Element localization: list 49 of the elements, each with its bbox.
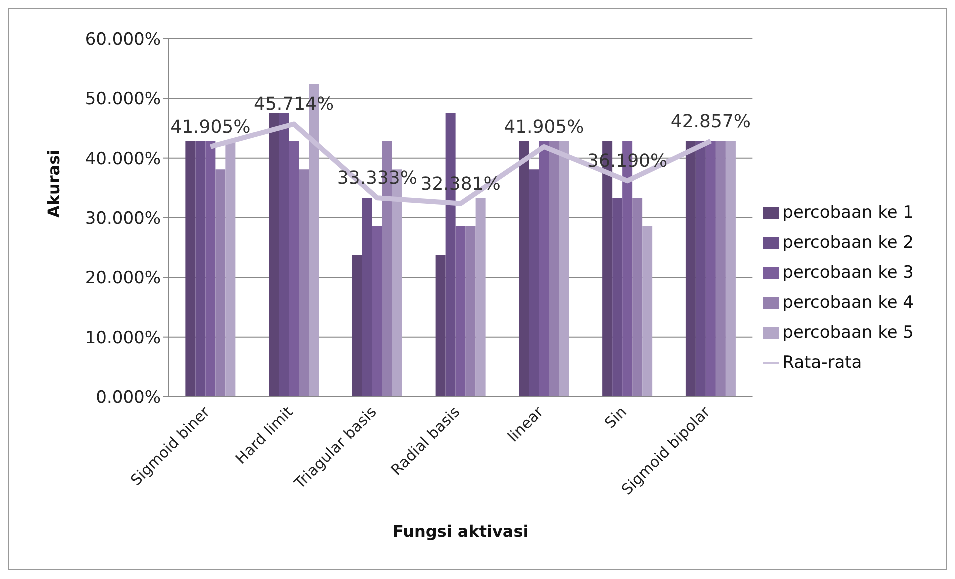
bar: [529, 170, 540, 397]
x-tick-label: Sin: [601, 403, 630, 432]
bar: [279, 112, 290, 397]
data-label: 41.905%: [170, 116, 251, 138]
bar: [436, 254, 446, 397]
bar: [362, 198, 372, 397]
bar: [289, 141, 300, 397]
bar: [456, 226, 466, 397]
legend-label: percobaan ke 5: [782, 323, 914, 343]
bar: [226, 141, 236, 397]
legend-label: percobaan ke 1: [782, 203, 914, 223]
legend-label: Rata-rata: [782, 353, 862, 373]
bar: [632, 198, 643, 397]
bar: [206, 141, 216, 397]
y-tick-label: 0.000%: [96, 388, 161, 408]
bar: [216, 170, 226, 397]
bar: [186, 141, 196, 397]
bar: [372, 226, 382, 397]
bar: [519, 141, 530, 397]
bar: [352, 254, 362, 397]
bar: [299, 170, 310, 397]
data-label: 41.905%: [504, 116, 584, 138]
y-tick-label: 30.000%: [85, 209, 161, 230]
bar: [196, 141, 206, 397]
y-tick-label: 60.000%: [85, 30, 161, 50]
bar: [612, 198, 623, 397]
bar: [476, 198, 486, 397]
data-label: 45.714%: [254, 94, 334, 116]
bar: [716, 141, 726, 397]
legend-label: percobaan ke 2: [782, 233, 914, 253]
y-tick-label: 10.000%: [85, 328, 161, 348]
data-label: 42.857%: [670, 111, 752, 132]
legend-label: percobaan ke 4: [782, 293, 914, 313]
y-tick-label: 50.000%: [85, 90, 161, 110]
legend-label: percobaan ke 3: [782, 263, 914, 283]
bar: [549, 141, 560, 397]
y-tick-label: 20.000%: [85, 268, 161, 289]
bar: [696, 141, 706, 397]
bar: [466, 226, 476, 397]
y-tick-label: 40.000%: [85, 149, 161, 170]
bar: [642, 226, 653, 397]
x-axis-title: Fungsi aktivasi: [392, 522, 529, 541]
y-axis-title: Akurasi: [44, 150, 64, 218]
bar: [706, 141, 716, 397]
bar: [686, 141, 696, 397]
bar: [269, 112, 280, 397]
bar: [559, 141, 570, 397]
bar: [726, 141, 736, 397]
bar: [539, 141, 550, 397]
